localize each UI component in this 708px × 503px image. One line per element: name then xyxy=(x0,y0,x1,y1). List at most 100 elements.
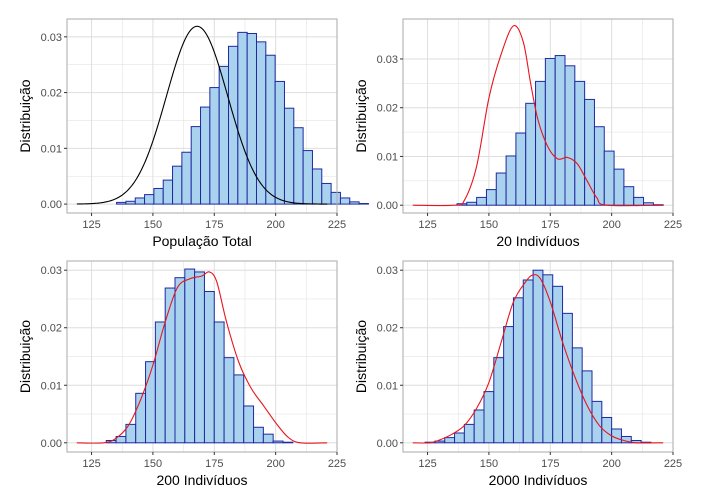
y-tick-label: 0.02 xyxy=(41,323,62,335)
x-tick-label: 225 xyxy=(328,219,346,231)
histogram-bar xyxy=(464,424,474,442)
histogram-bar xyxy=(154,188,163,204)
histogram-bar xyxy=(173,166,182,204)
histogram-bar xyxy=(165,288,175,443)
x-tick-label: 150 xyxy=(144,458,162,470)
x-tick-label: 150 xyxy=(480,219,498,231)
y-tick-label: 0.00 xyxy=(41,438,62,450)
histogram-bar xyxy=(234,375,244,443)
x-tick-label: 150 xyxy=(480,458,498,470)
histogram-bar xyxy=(612,429,622,443)
x-axis-label: População Total xyxy=(152,233,251,249)
y-tick-label: 0.01 xyxy=(41,380,62,392)
histogram-bar xyxy=(486,190,496,206)
histogram-bar xyxy=(294,128,303,204)
x-tick-label: 200 xyxy=(266,219,284,231)
y-tick-label: 0.03 xyxy=(377,265,398,277)
y-axis-label: Distribuição xyxy=(17,79,33,152)
y-axis-label: Distribuição xyxy=(17,320,33,393)
histogram-bar xyxy=(191,127,200,204)
histogram-bar xyxy=(350,202,359,204)
histogram-bar xyxy=(247,33,256,204)
x-axis-label: 2000 Indivíduos xyxy=(489,472,588,488)
y-tick-label: 0.01 xyxy=(377,380,398,392)
histogram-bar xyxy=(312,169,321,204)
histogram-bar xyxy=(210,88,219,205)
histogram-bar xyxy=(204,291,214,442)
histogram-bar xyxy=(523,280,533,443)
x-tick-label: 200 xyxy=(602,458,620,470)
y-tick-label: 0.02 xyxy=(377,323,398,335)
y-tick-label: 0.03 xyxy=(41,32,62,44)
y-tick-label: 0.02 xyxy=(377,103,398,115)
histogram-bar xyxy=(244,406,254,443)
y-tick-label: 0.01 xyxy=(377,151,398,163)
y-tick-label: 0.00 xyxy=(377,200,398,212)
histogram-bar xyxy=(553,286,563,442)
x-tick-label: 225 xyxy=(664,219,682,231)
histogram-bar xyxy=(565,66,575,205)
x-tick-label: 225 xyxy=(328,458,346,470)
histogram-bar xyxy=(474,410,484,443)
histogram-bar xyxy=(543,275,553,443)
x-axis-label: 200 Indivíduos xyxy=(156,472,247,488)
x-tick-label: 150 xyxy=(144,219,162,231)
histogram-bar xyxy=(145,195,154,204)
histogram-bar xyxy=(585,99,595,205)
y-axis-label: Distribuição xyxy=(353,320,369,393)
histogram-bar xyxy=(504,327,514,443)
histogram-bar xyxy=(526,103,536,205)
histogram-bar xyxy=(572,348,582,443)
x-tick-label: 175 xyxy=(205,458,223,470)
histogram-bar xyxy=(219,66,228,204)
histogram-bar xyxy=(322,183,331,204)
histogram-bar xyxy=(175,278,185,443)
y-tick-label: 0.03 xyxy=(41,265,62,277)
histogram-bar xyxy=(117,202,126,204)
histogram-bar xyxy=(506,156,516,205)
y-tick-label: 0.00 xyxy=(41,199,62,211)
histogram-bar xyxy=(359,204,368,205)
histogram-bar xyxy=(624,187,634,206)
histogram-bar xyxy=(283,442,293,443)
histogram-bar xyxy=(254,427,264,443)
histogram-bar xyxy=(467,202,477,205)
histogram-bar xyxy=(201,107,210,204)
x-tick-label: 200 xyxy=(266,458,284,470)
y-tick-label: 0.02 xyxy=(41,88,62,100)
histogram-bar xyxy=(536,81,546,205)
histogram-bar xyxy=(445,438,455,443)
histogram-bar xyxy=(331,192,340,204)
x-tick-label: 125 xyxy=(418,458,436,470)
histogram-bar xyxy=(533,270,543,443)
histogram-bar xyxy=(594,127,604,205)
y-tick-label: 0.01 xyxy=(41,143,62,155)
histogram-bar xyxy=(614,169,624,205)
histogram-bar xyxy=(266,55,275,204)
histogram-bar xyxy=(214,322,224,443)
histogram-bar xyxy=(513,298,523,443)
histogram-bar xyxy=(275,81,284,204)
histogram-bar xyxy=(516,133,526,205)
y-tick-label: 0.03 xyxy=(377,54,398,66)
histogram-bar xyxy=(182,152,191,204)
histogram-bar xyxy=(126,201,135,204)
histogram-bar xyxy=(604,151,614,205)
x-tick-label: 175 xyxy=(541,458,559,470)
histogram-bar xyxy=(496,173,506,205)
x-tick-label: 125 xyxy=(82,219,100,231)
histogram-bar xyxy=(195,272,205,443)
histogram-bar xyxy=(238,32,247,204)
x-tick-label: 175 xyxy=(541,219,559,231)
y-axis-label: Distribuição xyxy=(353,79,369,152)
histogram-bar xyxy=(185,269,195,443)
histogram-bar xyxy=(575,81,585,205)
histogram-bar xyxy=(582,371,592,443)
histogram-bar xyxy=(477,197,487,205)
histogram-bar xyxy=(340,198,349,204)
histogram-bar xyxy=(634,197,644,205)
histogram-bar xyxy=(273,441,283,443)
